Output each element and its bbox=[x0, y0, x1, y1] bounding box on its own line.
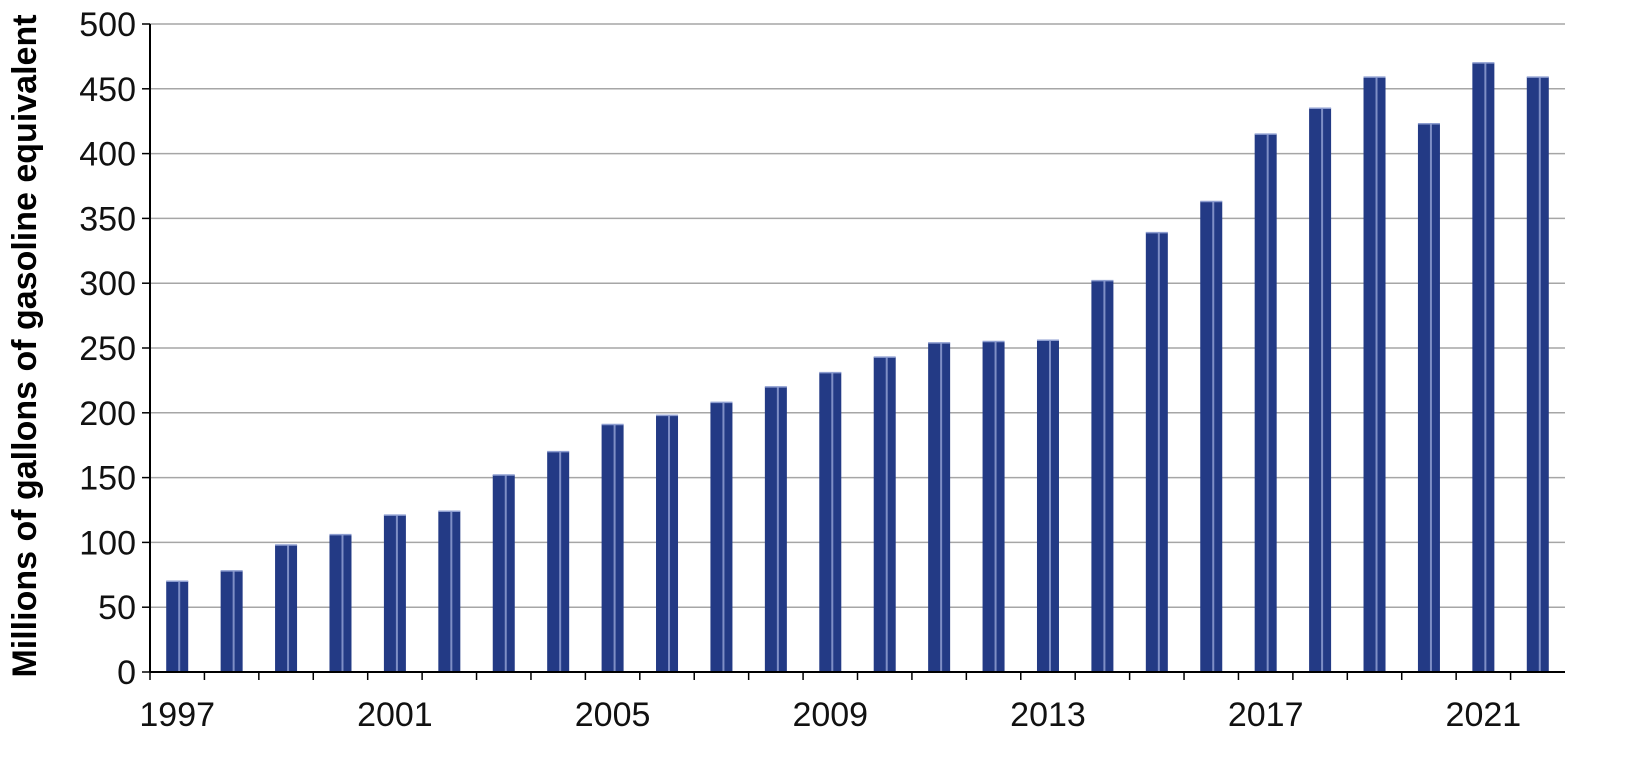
y-tick-label: 500 bbox=[79, 6, 136, 44]
bars bbox=[166, 62, 1549, 673]
bar-highlight bbox=[341, 534, 344, 672]
y-tick-label: 0 bbox=[117, 654, 136, 692]
bar-2007 bbox=[710, 402, 733, 672]
x-tick-label: 2013 bbox=[1010, 696, 1086, 734]
y-tick-label: 200 bbox=[79, 395, 136, 433]
bar-highlight bbox=[1538, 77, 1541, 673]
bar-highlight bbox=[1375, 77, 1378, 673]
bar-2017 bbox=[1254, 134, 1277, 672]
bar-2010 bbox=[873, 357, 896, 672]
bar-2002 bbox=[438, 511, 461, 672]
y-tick-label: 300 bbox=[79, 265, 136, 303]
bar-highlight bbox=[940, 342, 943, 672]
bar-2006 bbox=[656, 415, 679, 672]
bar-highlight bbox=[994, 341, 997, 672]
x-tick-label: 2009 bbox=[792, 696, 868, 734]
bar-2011 bbox=[928, 342, 951, 672]
bar-2018 bbox=[1309, 108, 1332, 673]
x-tick-label: 1997 bbox=[139, 696, 215, 734]
bar-highlight bbox=[1321, 108, 1324, 673]
bar-highlight bbox=[831, 372, 834, 672]
bar-2013 bbox=[1036, 340, 1059, 672]
bar-2015 bbox=[1145, 232, 1168, 672]
bar-2012 bbox=[982, 341, 1005, 672]
bar-highlight bbox=[450, 511, 453, 672]
bar-highlight bbox=[1212, 201, 1215, 672]
bar-2008 bbox=[764, 386, 787, 672]
x-tick-label: 2017 bbox=[1228, 696, 1304, 734]
gridlines bbox=[150, 23, 1565, 608]
bar-highlight bbox=[504, 475, 507, 672]
bar-2019 bbox=[1363, 77, 1386, 673]
bar-highlight bbox=[668, 415, 671, 672]
x-tick-label: 2005 bbox=[575, 696, 651, 734]
bar-highlight bbox=[287, 544, 290, 672]
x-tick-label: 2001 bbox=[357, 696, 433, 734]
bar-1997 bbox=[166, 581, 189, 672]
bar-highlight bbox=[1103, 280, 1106, 672]
bar-2004 bbox=[547, 451, 570, 672]
bar-highlight bbox=[232, 570, 235, 672]
bar-highlight bbox=[1266, 134, 1269, 672]
bar-highlight bbox=[722, 402, 725, 672]
bar-highlight bbox=[1484, 62, 1487, 672]
bar-2003 bbox=[492, 475, 515, 672]
y-tick-label: 400 bbox=[79, 136, 136, 174]
y-tick-label: 250 bbox=[79, 330, 136, 368]
axes bbox=[142, 23, 1565, 680]
bar-highlight bbox=[1157, 232, 1160, 672]
bar-highlight bbox=[559, 451, 562, 672]
bar-2000 bbox=[329, 534, 352, 672]
y-tick-label: 350 bbox=[79, 200, 136, 238]
bar-highlight bbox=[1429, 123, 1432, 673]
bar-2009 bbox=[819, 372, 842, 672]
y-axis-title: Millions of gallons of gasoline equivale… bbox=[6, 14, 44, 677]
bar-highlight bbox=[776, 386, 779, 672]
bar-2021 bbox=[1472, 62, 1495, 672]
bar-highlight bbox=[395, 515, 398, 672]
bar-2005 bbox=[601, 424, 624, 672]
y-tick-label: 100 bbox=[79, 524, 136, 562]
bar-highlight bbox=[1048, 340, 1051, 672]
bar-highlight bbox=[885, 357, 888, 672]
bar-2016 bbox=[1200, 201, 1223, 672]
y-tick-labels: 0 50 100 150 200 250 300 350 400 450 500 bbox=[79, 6, 136, 692]
y-tick-label: 50 bbox=[98, 589, 136, 627]
bar-1998 bbox=[220, 570, 243, 672]
y-tick-label: 450 bbox=[79, 71, 136, 109]
x-tick-label: 2021 bbox=[1446, 696, 1522, 734]
bar-highlight bbox=[178, 581, 181, 672]
y-tick-label: 150 bbox=[79, 460, 136, 498]
bar-2020 bbox=[1417, 123, 1440, 673]
bar-2014 bbox=[1091, 280, 1114, 672]
bar-highlight bbox=[613, 424, 616, 672]
bar-2022 bbox=[1526, 77, 1549, 673]
x-tick-labels: 1997 2001 2005 2009 2013 2017 2021 bbox=[139, 696, 1521, 734]
bar-1999 bbox=[275, 544, 298, 672]
bar-2001 bbox=[383, 515, 406, 672]
